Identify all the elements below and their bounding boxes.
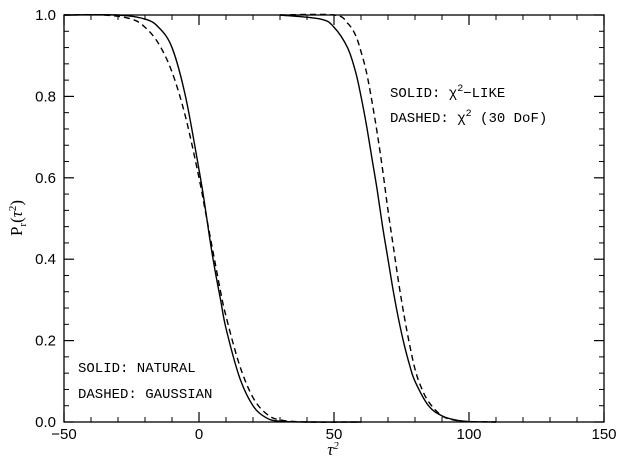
series-lines	[63, 13, 497, 423]
y-axis-label: Pr(τ2)	[7, 200, 29, 236]
series-line-4-dashed	[279, 13, 497, 423]
annotation-top-right: SOLID: χ2−LIKE DASHED: χ2 (30 DoF)	[390, 84, 547, 127]
y-tick-label: 0.8	[35, 88, 56, 105]
y-tick-label: 0.6	[35, 170, 56, 187]
x-tick-label: −50	[51, 426, 76, 443]
annotation-natural: SOLID: NATURAL	[78, 361, 196, 377]
series-line-3-solid	[279, 14, 497, 423]
tick-labels: −50 0 50 100 150 0.0 0.2 0.4 0.6 0.8 1.0	[35, 7, 616, 443]
y-tick-label: 1.0	[35, 7, 56, 24]
x-tick-label: 100	[456, 426, 481, 443]
annotation-gaussian: DASHED: GAUSSIAN	[78, 387, 212, 403]
annotation-chi2-like: SOLID: χ2−LIKE	[390, 84, 505, 102]
annotation-chi2-30: DASHED: χ2 (30 DoF)	[390, 109, 547, 127]
ticks	[63, 14, 605, 423]
y-tick-label: 0.0	[35, 414, 56, 431]
x-tick-label: 0	[195, 426, 203, 443]
x-tick-label: 50	[326, 426, 343, 443]
y-tick-label: 0.4	[35, 251, 56, 268]
x-axis-label: τ2	[327, 440, 339, 459]
series-line-2-dashed	[63, 14, 362, 423]
svg-text:Pr(τ2): Pr(τ2)	[7, 200, 29, 236]
x-tick-label: 150	[591, 426, 616, 443]
annotation-bottom-left: SOLID: NATURAL DASHED: GAUSSIAN	[78, 361, 212, 403]
series-line-1-solid	[63, 14, 362, 423]
y-tick-label: 0.2	[35, 333, 56, 350]
